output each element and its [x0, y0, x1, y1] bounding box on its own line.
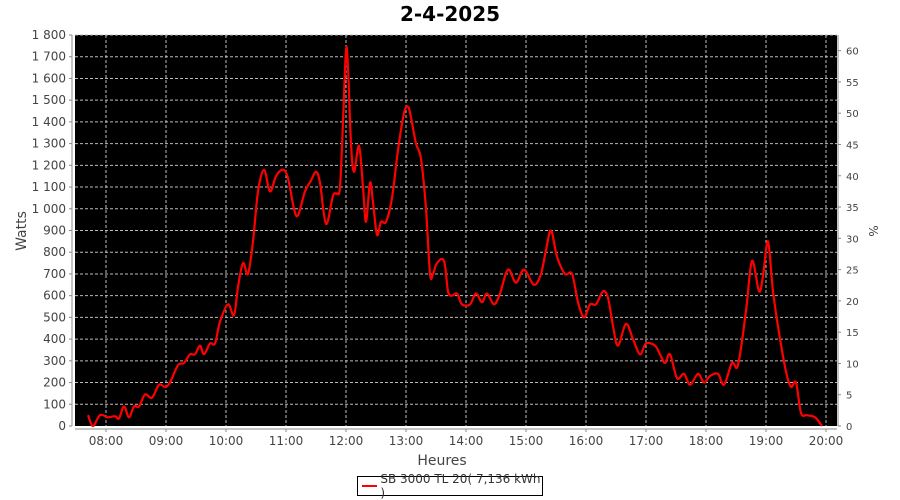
y2-tick-label: 10 [846, 359, 859, 370]
y-tick-label: 1 500 [32, 93, 66, 107]
y2-tick-label: 35 [846, 203, 859, 214]
x-tick-label: 15:00 [509, 434, 544, 448]
legend-swatch [362, 485, 378, 487]
y-tick-label: 300 [43, 354, 66, 368]
x-tick-label: 10:00 [209, 434, 244, 448]
y-tick-label: 600 [43, 289, 66, 303]
y2-tick-label: 5 [846, 391, 852, 402]
y-tick-label: 1 600 [32, 71, 66, 85]
y-tick-label: 900 [43, 224, 66, 238]
y-tick-label: 1 000 [32, 202, 66, 216]
y-tick-label: 700 [43, 267, 66, 281]
y-tick-label: 800 [43, 245, 66, 259]
y-axis-label: Watts [14, 211, 30, 251]
y2-tick-label: 60 [846, 47, 859, 58]
y2-tick-label: 25 [846, 266, 859, 277]
legend: SB 3000 TL 20( 7,136 kWh ) [357, 472, 543, 500]
y-tick-label: 1 200 [32, 158, 66, 172]
x-tick-label: 13:00 [389, 434, 424, 448]
series-line [86, 45, 823, 428]
chart-title: 2-4-2025 [400, 2, 500, 26]
x-tick-label: 17:00 [629, 434, 664, 448]
y2-tick-label: 55 [846, 78, 859, 89]
y-tick-label: 1 300 [32, 137, 66, 151]
x-tick-label: 14:00 [449, 434, 484, 448]
y-tick-label: 100 [43, 397, 66, 411]
y2-axis-label: % [866, 225, 880, 236]
y2-tick-label: 45 [846, 140, 859, 151]
y2-tick-label: 40 [846, 172, 859, 183]
y-tick-label: 1 400 [32, 115, 66, 129]
x-tick-label: 19:00 [749, 434, 784, 448]
y-tick-label: 500 [43, 310, 66, 324]
y2-tick-label: 0 [846, 422, 852, 433]
grid [75, 34, 837, 426]
y-tick-label: 0 [58, 419, 66, 433]
y2-tick-label: 30 [846, 234, 859, 245]
y-tick-label: 1 700 [32, 50, 66, 64]
x-axis-label: Heures [417, 453, 466, 469]
x-tick-label: 16:00 [569, 434, 604, 448]
y2-tick-label: 20 [846, 297, 859, 308]
y2-tick-label: 50 [846, 109, 859, 120]
x-tick-label: 11:00 [269, 434, 304, 448]
y-tick-label: 200 [43, 376, 66, 390]
x-tick-label: 20:00 [809, 434, 844, 448]
y-tick-label: 1 800 [32, 28, 66, 42]
x-tick-label: 08:00 [89, 434, 124, 448]
series-marks [86, 45, 823, 428]
y-tick-label: 1 100 [32, 180, 66, 194]
x-tick-label: 18:00 [689, 434, 724, 448]
y2-tick-label: 15 [846, 328, 859, 339]
legend-label: SB 3000 TL 20( 7,136 kWh ) [380, 472, 541, 500]
y-tick-label: 400 [43, 332, 66, 346]
x-tick-label: 09:00 [149, 434, 184, 448]
x-tick-label: 12:00 [329, 434, 364, 448]
